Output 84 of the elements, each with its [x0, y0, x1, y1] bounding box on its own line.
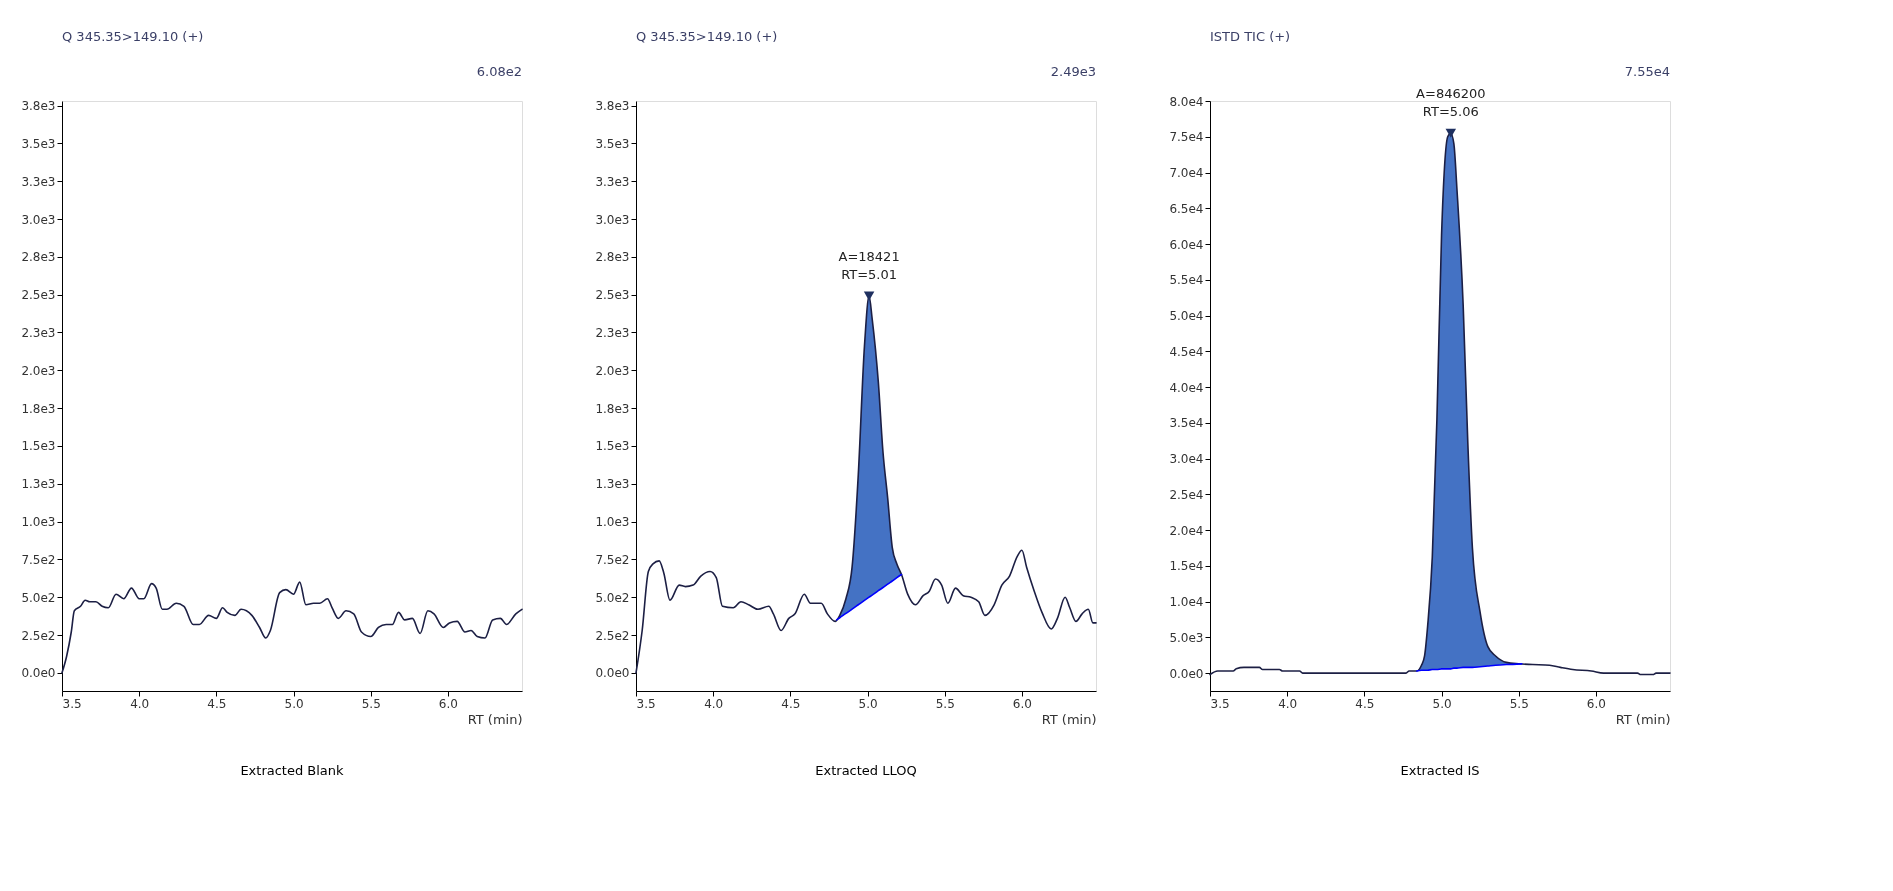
y-tick-label: 2.5e2	[595, 628, 630, 643]
y-tick-label: 1.8e3	[21, 401, 56, 416]
chart-subtitle: 7.55e4	[1624, 64, 1670, 79]
x-axis-title: RT (min)	[467, 711, 523, 727]
chart-title: Q 345.35>149.10 (+)	[636, 29, 778, 44]
y-tick-label: 1.5e3	[21, 439, 56, 454]
line-series	[1416, 663, 1523, 672]
y-tick-label: 2.5e2	[21, 628, 56, 643]
y-tick-label: 0.0e0	[595, 666, 630, 681]
y-tick-label: 1.5e4	[1169, 559, 1204, 574]
y-tick-label: 3.8e3	[595, 99, 630, 114]
y-tick-label: 5.0e4	[1169, 309, 1204, 324]
y-tick-label: 1.3e3	[595, 477, 630, 492]
y-tick-label: 2.3e3	[21, 325, 56, 340]
y-tick-label: 3.3e3	[595, 174, 630, 189]
y-tick-label: 2.8e3	[595, 250, 630, 265]
y-tick-label: 2.8e3	[21, 250, 56, 265]
x-tick-label: 5.0	[1432, 696, 1452, 711]
y-tick-label: 3.5e3	[595, 136, 630, 151]
x-tick-label: 4.0	[130, 696, 150, 711]
text: Extracted LLOQ	[815, 763, 917, 778]
y-tick-label: 2.0e3	[595, 363, 630, 378]
x-axis-title: RT (min)	[1615, 711, 1671, 727]
x-axis-title: RT (min)	[1041, 711, 1097, 727]
y-tick-label: 1.3e3	[21, 477, 56, 492]
y-tick-label: 2.5e4	[1169, 487, 1204, 502]
annotation: A=18421 RT=5.01	[838, 249, 900, 283]
chart-title: Q 345.35>149.10 (+)	[62, 29, 204, 44]
x-tick-label: 3.5	[636, 696, 656, 711]
y-tick-label: 7.0e4	[1169, 166, 1204, 181]
chart-subtitle: 6.08e2	[476, 64, 522, 79]
y-tick-label: 0.0e0	[21, 666, 56, 681]
y-tick-label: 0.0e0	[1169, 666, 1204, 681]
y-tick-label: 3.5e3	[21, 136, 56, 151]
y-tick-label: 1.0e3	[595, 515, 630, 530]
x-tick-label: 4.0	[704, 696, 724, 711]
y-tick-label: 5.0e2	[595, 590, 630, 605]
y-tick-label: 8.0e4	[1169, 94, 1204, 109]
x-tick-label: 6.0	[1586, 696, 1606, 711]
y-tick-label: 5.0e2	[21, 590, 56, 605]
x-tick-label: 5.0	[284, 696, 304, 711]
y-tick-label: 1.0e4	[1169, 595, 1204, 610]
line-series	[61, 581, 523, 674]
y-tick-label: 5.0e3	[1169, 630, 1204, 645]
y-tick-label: 5.5e4	[1169, 273, 1204, 288]
y-tick-label: 1.5e3	[595, 439, 630, 454]
x-tick-label: 4.0	[1278, 696, 1298, 711]
x-tick-label: 3.5	[62, 696, 82, 711]
y-tick-label: 2.5e3	[21, 288, 56, 303]
y-tick-label: 2.0e4	[1169, 523, 1204, 538]
x-tick-label: 5.5	[935, 696, 955, 711]
y-tick-label: 7.5e2	[21, 552, 56, 567]
y-tick-label: 7.5e4	[1169, 130, 1204, 145]
text: Extracted IS	[1400, 763, 1480, 778]
chart-title: ISTD TIC (+)	[1210, 29, 1291, 44]
y-tick-label: 3.8e3	[21, 99, 56, 114]
line-series	[835, 573, 903, 621]
y-tick-label: 2.5e3	[595, 288, 630, 303]
annotation: A=846200 RT=5.06	[1416, 86, 1486, 120]
y-tick-label: 1.0e3	[21, 515, 56, 530]
x-tick-label: 6.0	[438, 696, 458, 711]
x-tick-label: 4.5	[781, 696, 801, 711]
x-tick-label: 6.0	[1012, 696, 1032, 711]
x-tick-label: 5.5	[1509, 696, 1529, 711]
x-tick-label: 4.5	[1355, 696, 1375, 711]
y-tick-label: 3.0e3	[21, 212, 56, 227]
text: Extracted Blank	[240, 763, 345, 778]
chart-subtitle: 2.49e3	[1050, 64, 1096, 79]
y-tick-label: 3.0e3	[595, 212, 630, 227]
y-tick-label: 3.0e4	[1169, 452, 1204, 467]
y-tick-label: 2.3e3	[595, 325, 630, 340]
x-tick-label: 3.5	[1210, 696, 1230, 711]
y-tick-label: 6.5e4	[1169, 201, 1204, 216]
x-tick-label: 5.0	[858, 696, 878, 711]
y-tick-label: 1.8e3	[595, 401, 630, 416]
y-tick-label: 6.0e4	[1169, 237, 1204, 252]
y-tick-label: 2.0e3	[21, 363, 56, 378]
y-tick-label: 3.3e3	[21, 174, 56, 189]
y-tick-label: 7.5e2	[595, 552, 630, 567]
y-tick-label: 4.0e4	[1169, 380, 1204, 395]
y-tick-label: 4.5e4	[1169, 344, 1204, 359]
y-tick-label: 3.5e4	[1169, 416, 1204, 431]
x-tick-label: 4.5	[207, 696, 227, 711]
x-tick-label: 5.5	[361, 696, 381, 711]
